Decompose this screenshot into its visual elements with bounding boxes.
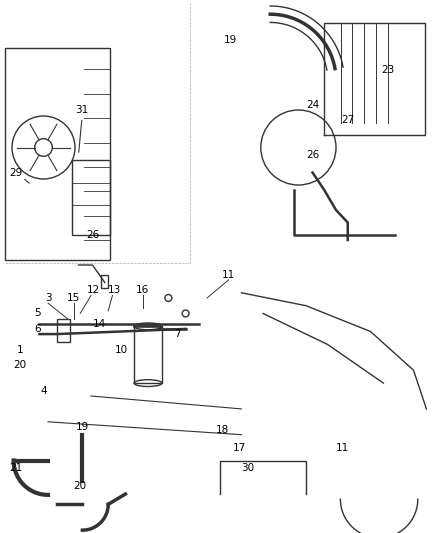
Text: 24: 24 [306, 100, 319, 110]
Text: 1: 1 [17, 344, 23, 354]
Text: 19: 19 [76, 422, 89, 432]
Text: 21: 21 [9, 463, 22, 473]
Text: 30: 30 [241, 463, 254, 473]
Text: 16: 16 [136, 285, 149, 295]
Text: 7: 7 [174, 329, 180, 339]
Text: 12: 12 [87, 285, 100, 295]
Text: 10: 10 [115, 344, 127, 354]
Text: 19: 19 [224, 35, 237, 45]
Bar [5, 47, 110, 260]
Text: 3: 3 [45, 293, 51, 303]
Text: 13: 13 [108, 285, 121, 295]
Text: 6: 6 [34, 324, 41, 334]
Bar [101, 275, 108, 287]
Text: 20: 20 [74, 481, 87, 491]
Bar [134, 326, 162, 383]
Text: 17: 17 [233, 442, 246, 453]
Text: 18: 18 [215, 425, 229, 434]
Text: 20: 20 [14, 360, 27, 370]
Text: 27: 27 [341, 115, 354, 125]
Bar [71, 160, 110, 235]
Text: 26: 26 [86, 230, 99, 240]
Text: 23: 23 [381, 65, 394, 75]
Bar [57, 319, 70, 342]
Text: 29: 29 [9, 167, 22, 177]
Text: 11: 11 [336, 442, 349, 453]
Text: 26: 26 [306, 150, 319, 160]
Text: 5: 5 [34, 309, 41, 318]
Text: 31: 31 [75, 105, 88, 115]
Text: 4: 4 [40, 386, 47, 396]
Text: 15: 15 [67, 293, 81, 303]
Text: 11: 11 [222, 270, 235, 280]
Text: 14: 14 [93, 319, 106, 329]
